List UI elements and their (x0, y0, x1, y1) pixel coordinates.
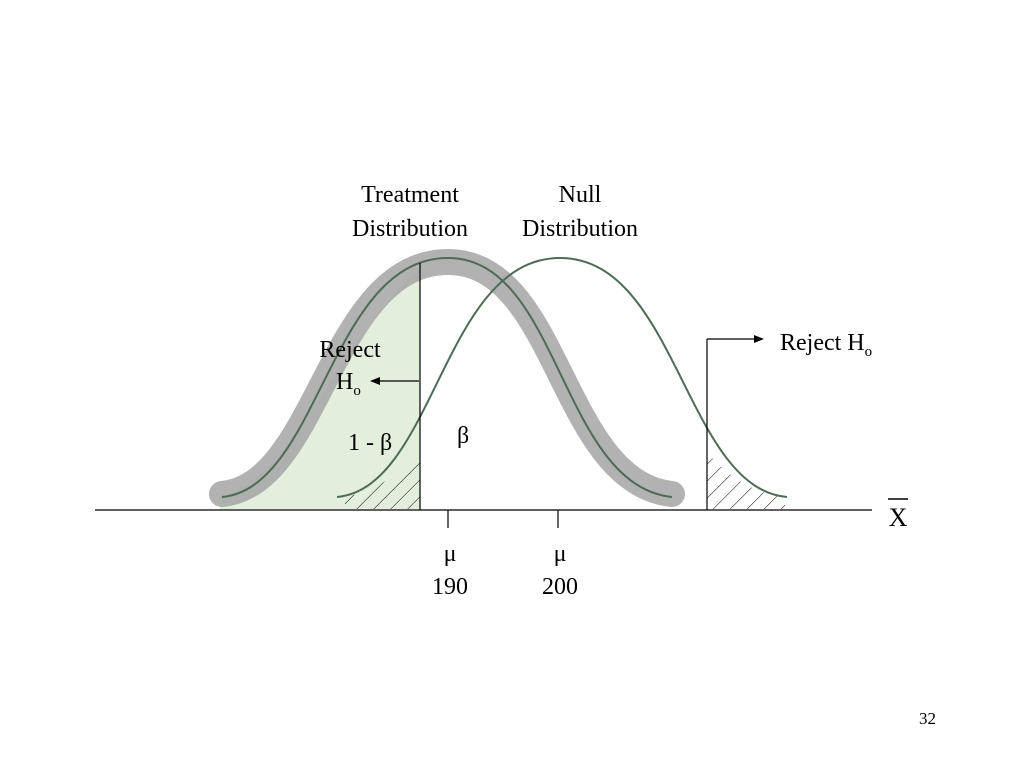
reject-left-label: Reject (319, 337, 381, 363)
reject-left-h: Ho (336, 369, 361, 399)
slide-number: 32 (919, 709, 936, 728)
treatment-highlight (209, 249, 685, 507)
alpha-right-hatch (707, 452, 785, 509)
treatment-label-line2: Distribution (352, 216, 468, 242)
null-label-line1: Null (559, 182, 602, 208)
power-region (220, 268, 420, 509)
power-label: 1 - β (348, 430, 392, 456)
reject-right-label: Reject Ho (780, 330, 872, 360)
null-curve (336, 256, 788, 498)
treatment-label-line1: Treatment (361, 182, 459, 208)
treatment-curve (221, 256, 673, 498)
mean-value-200: 200 (542, 574, 578, 600)
reject-right-arrowhead (754, 335, 764, 343)
x-axis-label: X (889, 503, 908, 532)
mean-value-190: 190 (432, 574, 468, 600)
mean-symbol-190: μ (444, 541, 457, 567)
null-label-line2: Distribution (522, 216, 638, 242)
reject-left-arrowhead (370, 377, 380, 385)
alpha-left-hatch (345, 448, 420, 509)
mean-symbol-200: μ (554, 541, 567, 567)
beta-label: β (457, 423, 469, 449)
